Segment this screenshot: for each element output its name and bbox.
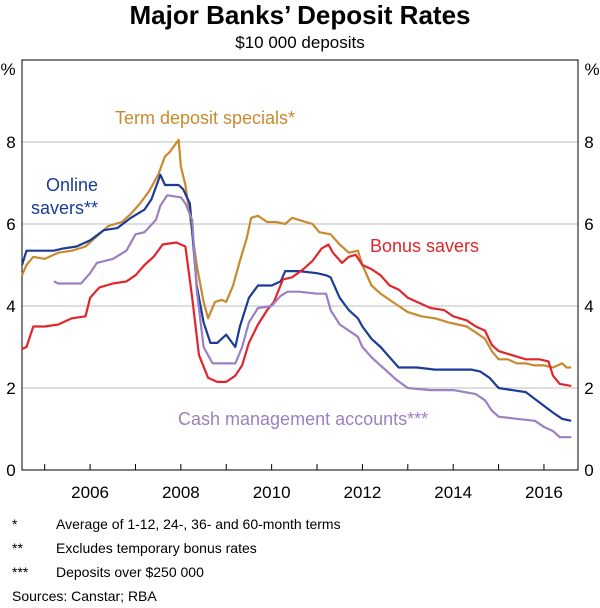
- y-tick-label-right: 8: [584, 133, 593, 152]
- y-tick-label-left: 6: [6, 215, 15, 234]
- x-tick-label: 2006: [71, 483, 109, 502]
- series-label: Term deposit specials*: [115, 108, 295, 128]
- footnote-mark: ***: [12, 564, 29, 580]
- y-tick-label-right: 6: [584, 215, 593, 234]
- footnote: *** Deposits over $250 000: [12, 560, 204, 584]
- x-tick-label: 2010: [253, 483, 291, 502]
- series-label: Online: [46, 175, 98, 195]
- sources-note: Sources: Canstar; RBA: [12, 588, 157, 604]
- y-tick-label-left: 8: [6, 133, 15, 152]
- series-label: Bonus savers: [370, 236, 479, 256]
- footnote-text: Deposits over $250 000: [56, 564, 204, 580]
- footnote-text: Excludes temporary bonus rates: [56, 540, 257, 556]
- x-tick-label: 2014: [434, 483, 472, 502]
- chart-title: Major Banks’ Deposit Rates: [129, 0, 471, 30]
- footnote-text: Average of 1-12, 24-, 36- and 60-month t…: [56, 516, 341, 532]
- footnote: ** Excludes temporary bonus rates: [12, 536, 257, 560]
- y-tick-label-left: 4: [6, 297, 15, 316]
- y-unit-right: %: [584, 60, 599, 79]
- y-tick-label-right: 0: [584, 461, 593, 480]
- series-line: [53, 194, 572, 439]
- y-tick-label-right: 2: [584, 379, 593, 398]
- y-tick-label-left: 2: [6, 379, 15, 398]
- footnote-mark: *: [12, 516, 18, 532]
- x-tick-label: 2016: [525, 483, 563, 502]
- x-tick-label: 2012: [343, 483, 381, 502]
- series-line: [20, 173, 572, 422]
- footnote: * Average of 1-12, 24-, 36- and 60-month…: [12, 512, 341, 536]
- y-tick-label-left: 0: [6, 461, 15, 480]
- series-label: savers**: [31, 198, 98, 218]
- x-tick-label: 2008: [162, 483, 200, 502]
- series-line: [20, 138, 572, 369]
- y-tick-label-right: 4: [584, 297, 593, 316]
- chart-subtitle: $10 000 deposits: [235, 33, 365, 52]
- footnote-mark: **: [12, 540, 23, 556]
- footnotes: * Average of 1-12, 24-, 36- and 60-month…: [12, 512, 341, 608]
- y-unit-left: %: [0, 60, 15, 79]
- series-label: Cash management accounts***: [178, 409, 428, 429]
- series-line: [21, 241, 572, 387]
